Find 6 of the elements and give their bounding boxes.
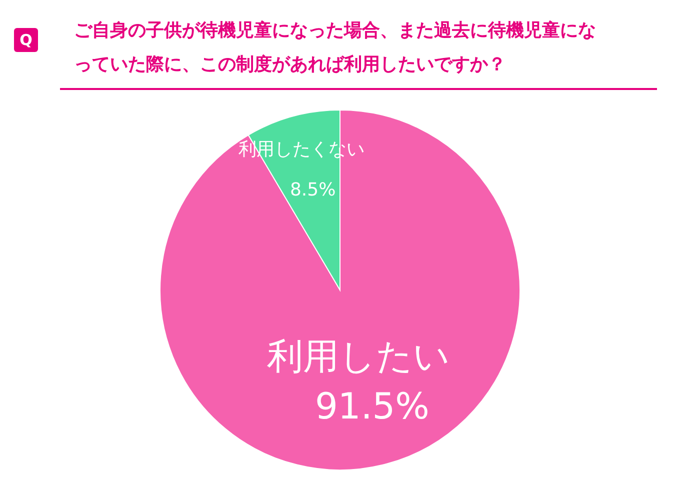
question-icon: Q	[14, 28, 38, 52]
pie-slice	[160, 110, 520, 470]
chart-title: ご自身の子供が待機児童になった場合、また過去に待機児童になっていた際に、この制度があれば利用したいですか？	[74, 19, 597, 77]
data-label: 91.5%	[315, 386, 430, 428]
slice-label: 利用したい	[266, 336, 450, 378]
data-label: 8.5%	[290, 180, 336, 201]
